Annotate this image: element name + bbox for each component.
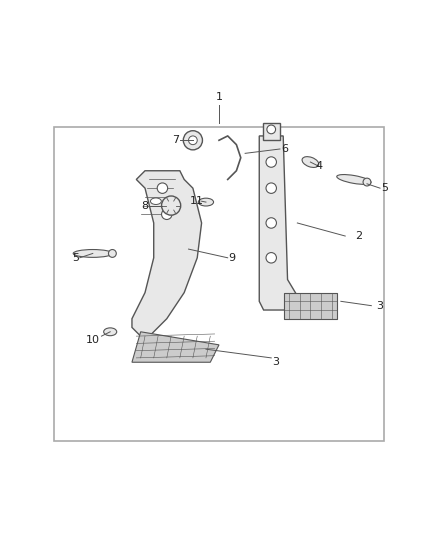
Text: 10: 10: [86, 335, 100, 345]
Text: 1: 1: [215, 92, 223, 102]
Polygon shape: [259, 136, 300, 310]
Circle shape: [188, 136, 197, 144]
FancyBboxPatch shape: [262, 123, 280, 140]
Text: 3: 3: [272, 357, 279, 367]
Text: 5: 5: [72, 253, 79, 263]
Circle shape: [162, 209, 172, 220]
Circle shape: [266, 157, 276, 167]
Text: 11: 11: [190, 196, 204, 206]
Ellipse shape: [150, 198, 161, 205]
Text: 2: 2: [355, 231, 362, 241]
Text: 3: 3: [377, 301, 384, 311]
Text: 8: 8: [141, 200, 148, 211]
Text: 9: 9: [229, 253, 236, 263]
FancyBboxPatch shape: [53, 127, 385, 441]
Ellipse shape: [104, 328, 117, 336]
Polygon shape: [132, 332, 219, 362]
Text: 7: 7: [172, 135, 179, 146]
Circle shape: [267, 125, 276, 134]
Ellipse shape: [337, 174, 371, 184]
Circle shape: [157, 183, 168, 193]
Circle shape: [266, 183, 276, 193]
Text: 5: 5: [381, 183, 388, 193]
Ellipse shape: [198, 198, 214, 206]
Circle shape: [266, 253, 276, 263]
Polygon shape: [284, 293, 336, 319]
Ellipse shape: [73, 249, 113, 257]
Ellipse shape: [302, 157, 319, 167]
Circle shape: [184, 131, 202, 150]
Text: 6: 6: [281, 144, 288, 154]
Text: 4: 4: [315, 161, 323, 172]
Circle shape: [162, 196, 181, 215]
Circle shape: [266, 218, 276, 228]
Polygon shape: [132, 171, 201, 336]
Ellipse shape: [363, 178, 371, 186]
Ellipse shape: [109, 249, 116, 257]
